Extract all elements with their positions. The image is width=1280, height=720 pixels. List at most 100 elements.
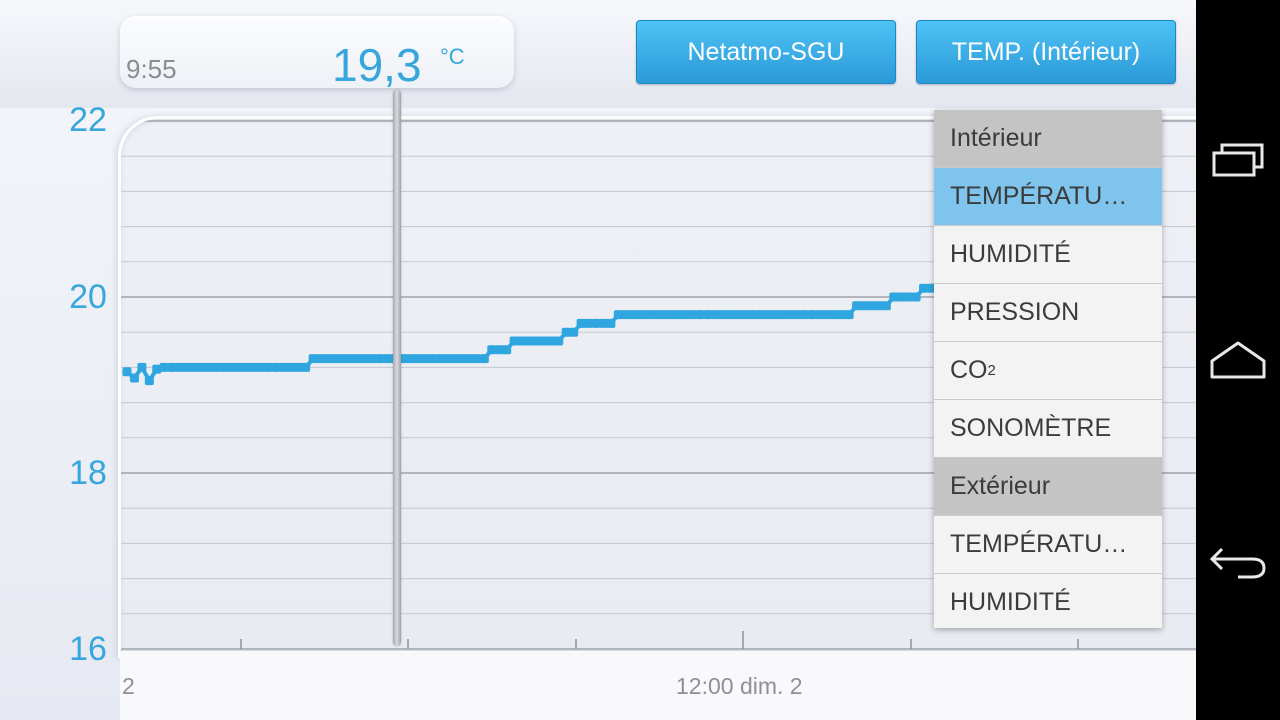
data-point (755, 310, 765, 320)
y-tick-label: 22 (69, 101, 107, 139)
data-point (360, 354, 370, 364)
section-label: Intérieur (950, 124, 1042, 152)
data-point (598, 318, 608, 328)
time-axis-left-label: 2 (122, 673, 135, 699)
data-point (167, 362, 177, 372)
data-point (308, 354, 318, 364)
data-point (606, 318, 616, 328)
data-point (278, 362, 288, 372)
data-point (509, 336, 519, 346)
y-tick-label: 18 (69, 454, 107, 492)
data-point (271, 362, 281, 372)
data-point (926, 283, 936, 293)
data-point (576, 318, 586, 328)
tooltip-unit: °C (440, 44, 465, 69)
data-point (829, 310, 839, 320)
data-point (517, 336, 527, 346)
data-point (450, 354, 460, 364)
data-point (844, 310, 854, 320)
data-point (665, 310, 675, 320)
data-point (747, 310, 757, 320)
data-point (896, 292, 906, 302)
data-point (256, 362, 266, 372)
item-label: CO (950, 356, 988, 384)
data-point (725, 310, 735, 320)
data-point (464, 354, 474, 364)
dropdown-item-outdoor-humidity[interactable]: HUMIDITÉ (934, 574, 1162, 631)
data-point (852, 301, 862, 311)
data-point (375, 354, 385, 364)
station-selector-button[interactable]: Netatmo-SGU (636, 20, 896, 84)
data-point (651, 310, 661, 320)
time-axis-center-label: 12:00 dim. 2 (676, 673, 803, 699)
data-point (554, 336, 564, 346)
data-point (718, 310, 728, 320)
dropdown-item-co2[interactable]: CO 2 (934, 342, 1162, 400)
data-point (919, 283, 929, 293)
data-point (338, 354, 348, 364)
data-point (911, 292, 921, 302)
item-label: HUMIDITÉ (950, 588, 1071, 616)
data-point (703, 310, 713, 320)
data-point (345, 354, 355, 364)
data-point (204, 362, 214, 372)
metric-selector-button[interactable]: TEMP. (Intérieur) (916, 20, 1176, 84)
data-point (688, 310, 698, 320)
y-tick-label: 16 (69, 630, 107, 668)
data-point (353, 354, 363, 364)
dropdown-item-outdoor-temperature[interactable]: TEMPÉRATU… (934, 516, 1162, 574)
data-point (427, 354, 437, 364)
recent-apps-icon[interactable] (1208, 135, 1268, 185)
item-label: TEMPÉRATU… (950, 182, 1128, 210)
item-label: SONOMÈTRE (950, 414, 1112, 442)
data-point (122, 367, 132, 377)
data-point (792, 310, 802, 320)
dropdown-item-sound-meter[interactable]: SONOMÈTRE (934, 400, 1162, 458)
data-point (710, 310, 720, 320)
data-point (777, 310, 787, 320)
time-cursor-handle[interactable] (393, 90, 401, 646)
data-point (316, 354, 326, 364)
android-nav-bar (1196, 0, 1280, 720)
item-label: HUMIDITÉ (950, 240, 1071, 268)
data-point (144, 376, 154, 386)
data-point (129, 373, 139, 383)
section-label: Extérieur (950, 472, 1051, 500)
data-point (569, 327, 579, 337)
time-axis[interactable]: 2 12:00 dim. 2 (120, 650, 1196, 720)
data-point (673, 310, 683, 320)
data-point (680, 310, 690, 320)
data-point (785, 310, 795, 320)
data-point (159, 362, 169, 372)
data-point (420, 354, 430, 364)
data-point (613, 310, 623, 320)
data-point (740, 310, 750, 320)
data-point (881, 301, 891, 311)
data-point (762, 310, 772, 320)
data-point (584, 318, 594, 328)
data-point (383, 354, 393, 364)
data-point (293, 362, 303, 372)
data-point (591, 318, 601, 328)
data-point (904, 292, 914, 302)
data-point (531, 336, 541, 346)
dropdown-item-humidity[interactable]: HUMIDITÉ (934, 226, 1162, 284)
data-point (330, 354, 340, 364)
dropdown-item-pressure[interactable]: PRESSION (934, 284, 1162, 342)
value-tooltip: 9:55 19,3 °C (120, 16, 514, 91)
data-point (323, 354, 333, 364)
data-point (286, 362, 296, 372)
tooltip-value: 19,3 (332, 39, 422, 91)
data-point (732, 310, 742, 320)
data-point (137, 362, 147, 372)
data-point (174, 362, 184, 372)
home-icon[interactable] (1208, 335, 1268, 385)
data-point (435, 354, 445, 364)
item-label-subscript: 2 (987, 362, 996, 379)
data-point (502, 345, 512, 355)
back-icon[interactable] (1208, 535, 1268, 585)
dropdown-item-indoor-temperature[interactable]: TEMPÉRATU… (934, 168, 1162, 226)
data-point (643, 310, 653, 320)
chart-screen: 22 20 18 16 2 12:00 dim. 2 9:55 19,3 °C … (0, 0, 1196, 720)
dropdown-section-indoor: Intérieur (934, 110, 1162, 168)
